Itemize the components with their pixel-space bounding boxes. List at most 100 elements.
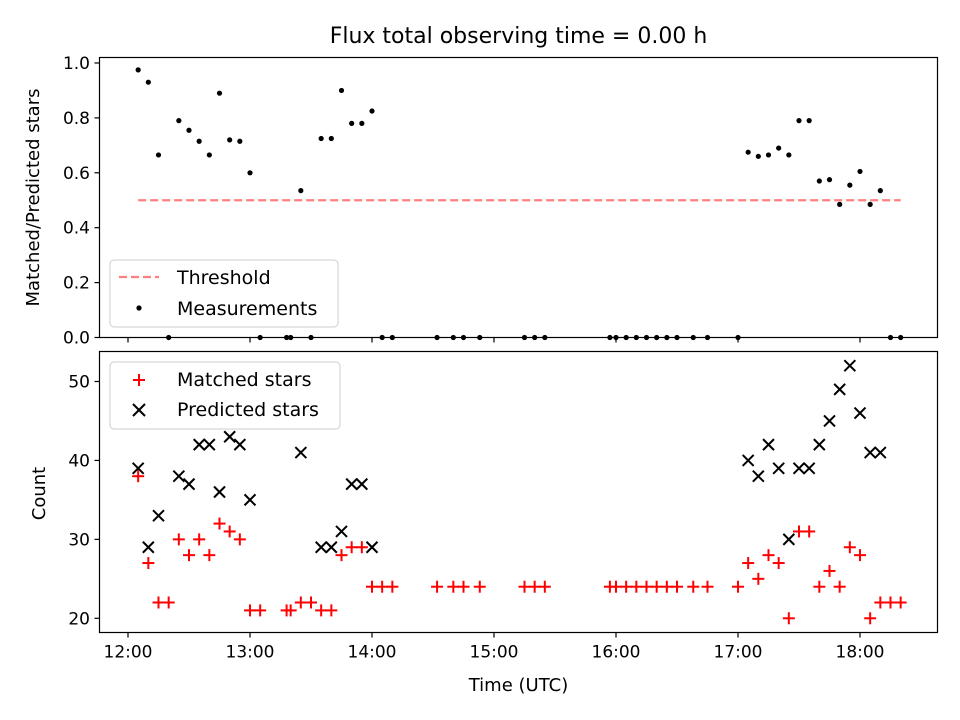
count-plot-area — [131, 359, 907, 625]
count-axes-frame — [98, 350, 939, 634]
ratio-panel: 0.0 0.2 0.4 0.6 0.8 1.0 Matched/Predicted sta… — [23, 54, 939, 349]
predicted-point — [213, 485, 226, 499]
count-y-axis: 20 30 40 50 — [68, 372, 100, 629]
ratio-y-axis-label: Matched/Predicted stars — [23, 89, 44, 307]
matched-point — [813, 580, 826, 593]
matched-point — [284, 604, 297, 617]
predicted-point — [325, 541, 338, 554]
matched-point — [172, 533, 185, 546]
y-tick-label: 50 — [68, 372, 90, 392]
matched-legend-swatch — [133, 374, 145, 386]
count-x-axis: 12:00 13:00 14:00 15:00 16:00 17:00 18:00 — [104, 632, 885, 663]
predicted-point — [772, 462, 785, 475]
predicted-point — [223, 430, 236, 443]
predicted-point — [172, 470, 186, 483]
matched-point — [732, 580, 744, 593]
measurement-point — [227, 137, 233, 143]
legend-label-measurements: Measurements — [177, 298, 317, 320]
matched-point — [223, 525, 236, 538]
legend-label-threshold: Threshold — [176, 267, 271, 289]
predicted-point — [335, 525, 348, 538]
matched-point — [518, 580, 531, 593]
ratio-y-axis: 0.0 0.2 0.4 0.6 0.8 1.0 — [63, 54, 100, 349]
predicted-point — [314, 541, 328, 554]
legend-frame — [109, 259, 339, 328]
predicted-point — [813, 438, 826, 451]
matched-point — [233, 533, 246, 546]
matched-point — [193, 533, 206, 546]
matched-point — [803, 525, 816, 538]
matched-point — [854, 549, 866, 562]
predicted-point — [131, 462, 145, 475]
predicted-point — [365, 541, 379, 554]
measurement-point — [155, 152, 162, 158]
y-tick-label: 0.6 — [63, 164, 90, 184]
matched-point — [823, 564, 836, 577]
matched-point — [833, 580, 846, 593]
matched-point — [660, 580, 673, 593]
measurement-point — [145, 79, 151, 85]
matched-point — [254, 604, 267, 617]
predicted-point — [782, 533, 796, 546]
measurement-point — [338, 87, 345, 94]
measurement-point — [196, 138, 202, 144]
measurement-point — [755, 153, 761, 159]
chart-title: Flux total observing time = 0.00 h — [330, 24, 708, 49]
matched-point — [874, 596, 887, 609]
matched-point — [366, 580, 378, 593]
matched-point — [671, 580, 683, 593]
matched-point — [431, 580, 444, 593]
matched-point — [687, 580, 700, 593]
measurement-point — [847, 182, 853, 188]
measurement-point — [826, 177, 833, 183]
measurement-point — [176, 118, 182, 124]
y-tick-label: 40 — [68, 451, 90, 471]
matched-point — [752, 572, 765, 585]
measurement-point — [349, 120, 355, 126]
predicted-point — [294, 446, 308, 459]
matched-point — [650, 580, 663, 593]
x-axis-label: Time (UTC) — [468, 675, 569, 696]
matched-point — [457, 580, 470, 593]
measurement-point — [857, 168, 863, 175]
matched-point — [132, 470, 145, 483]
matched-point — [315, 604, 328, 617]
matched-point — [772, 557, 785, 570]
matched-point — [294, 596, 307, 609]
measurement-point — [328, 135, 334, 142]
matched-point — [213, 517, 226, 530]
predicted-point — [802, 462, 816, 475]
predicted-point — [863, 446, 877, 459]
x-tick-label: 14:00 — [348, 643, 397, 663]
measurement-point — [206, 152, 212, 158]
count-legend: Matched stars Predicted stars — [109, 361, 341, 430]
matched-point — [183, 549, 195, 562]
measurement-point — [837, 201, 843, 207]
matched-point — [782, 612, 795, 625]
x-tick-label: 18:00 — [836, 643, 885, 663]
matched-point — [793, 525, 805, 538]
matched-point — [742, 557, 755, 570]
matched-point — [447, 580, 460, 593]
matched-point — [335, 549, 348, 562]
matched-point — [610, 580, 622, 593]
matched-point — [864, 612, 877, 625]
matched-point — [376, 580, 389, 593]
legend-frame — [109, 361, 341, 430]
matched-point — [894, 596, 907, 609]
ratio-legend: Threshold Measurements — [109, 259, 339, 328]
x-tick-label: 12:00 — [104, 643, 153, 663]
measurements-legend-swatch — [136, 305, 142, 311]
matched-point — [305, 596, 317, 609]
y-tick-label: 0.4 — [63, 219, 90, 239]
y-tick-label: 0.2 — [63, 274, 90, 294]
predicted-point — [345, 477, 358, 491]
measurement-point — [786, 152, 792, 158]
measurement-point — [237, 138, 243, 144]
matched-point — [203, 549, 216, 562]
matched-point — [152, 596, 165, 609]
predicted-point — [874, 446, 887, 459]
matched-point — [701, 580, 714, 593]
measurement-point — [765, 152, 772, 158]
